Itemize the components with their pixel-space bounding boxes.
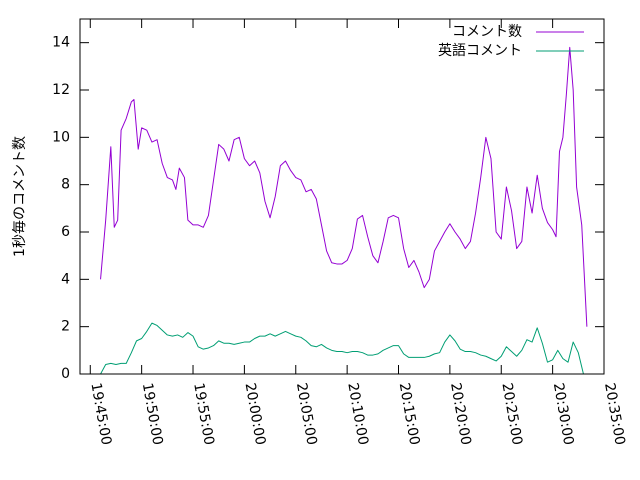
plot-frame xyxy=(79,18,605,375)
x-tick-label: 20:35:00 xyxy=(601,382,628,447)
x-tick-label: 20:25:00 xyxy=(498,382,525,447)
y-tick-label: 0 xyxy=(61,366,70,382)
y-tick-label: 8 xyxy=(61,177,70,193)
x-tick-label: 20:05:00 xyxy=(293,382,320,447)
series-line-2 xyxy=(100,322,584,375)
series-layer xyxy=(100,46,588,375)
y-tick-label: 2 xyxy=(61,319,70,335)
y-tick-label: 12 xyxy=(52,82,70,98)
x-tick-label: 20:30:00 xyxy=(550,382,577,447)
ticks-layer: 0 2 4 6 8 10 12 14 19:45:00 19:50:00 19:55:00 20:00… xyxy=(52,19,628,446)
x-tick-label: 20:00:00 xyxy=(242,382,269,447)
y-tick-label: 10 xyxy=(52,129,70,145)
y-tick-label: 4 xyxy=(61,271,70,287)
y-axis-label: 1秒毎のコメント数 xyxy=(12,136,28,257)
x-tick-label: 20:10:00 xyxy=(344,382,371,447)
legend-label: コメント数 xyxy=(452,24,522,40)
x-tick-label: 20:20:00 xyxy=(447,382,474,447)
x-tick-label: 19:50:00 xyxy=(139,382,166,447)
x-tick-label: 19:55:00 xyxy=(190,382,217,447)
y-tick-label: 6 xyxy=(61,224,70,240)
x-tick-label: 20:15:00 xyxy=(396,382,423,447)
x-tick-label: 19:45:00 xyxy=(87,382,114,447)
y-tick-label: 14 xyxy=(52,35,70,51)
legend-label: 英語コメント xyxy=(438,42,522,59)
series-line-1 xyxy=(100,46,588,327)
